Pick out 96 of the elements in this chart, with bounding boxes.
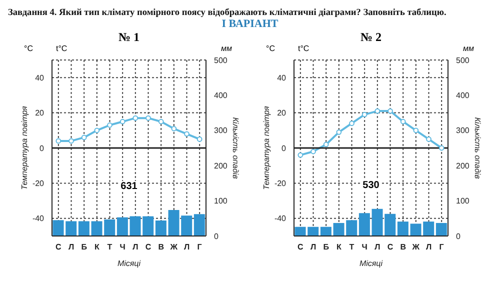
point: [81, 134, 87, 140]
text: мм: [463, 44, 474, 53]
point: [349, 120, 354, 126]
y-axis-title: Температура повітря: [262, 105, 271, 190]
x-tick-label: Г: [197, 242, 202, 252]
x-tick-label: Ж: [169, 242, 178, 252]
y2-tick-label: 0: [214, 232, 219, 241]
x-tick-label: С: [298, 242, 304, 252]
y2-tick-label: 400: [456, 91, 470, 100]
text: Завдання 4. Який тип клімату помірного поясу відображають кліматичні діаграми? Заповніть таблицю.: [8, 8, 448, 18]
point: [158, 118, 164, 124]
x-tick-label: С: [387, 242, 394, 252]
x-tick-label: Ж: [411, 242, 420, 252]
bar: [78, 221, 90, 236]
x-tick-label: Л: [426, 242, 432, 252]
chart-title: № 1: [117, 30, 141, 44]
point: [120, 118, 126, 124]
point: [413, 128, 419, 134]
x-tick-label: Л: [184, 242, 190, 252]
annotation: 530: [360, 180, 382, 191]
x-tick-label: Л: [68, 242, 74, 252]
point: [94, 128, 100, 134]
y-tick-label: -40: [274, 214, 287, 224]
bar: [358, 213, 370, 236]
text: °C: [24, 44, 33, 53]
bar: [320, 226, 332, 236]
x-tick-label: Л: [310, 242, 316, 252]
point: [107, 122, 112, 128]
x-tick-label: Ч: [120, 242, 126, 252]
y-tick-label: -40: [32, 214, 45, 224]
y2-axis-title: Кількість опадів: [231, 117, 240, 179]
y-tick-label: 0: [282, 144, 287, 153]
y-tick-label: -20: [32, 179, 45, 188]
point: [171, 126, 177, 132]
bar: [397, 222, 408, 236]
x-tick-label: Б: [81, 242, 88, 252]
point: [196, 136, 202, 142]
text: І ВАРІАНТ: [220, 18, 280, 30]
y2-axis-title: Кількість опадів: [473, 117, 482, 179]
y-tick-label: 40: [277, 73, 287, 82]
x-tick-label: Л: [132, 242, 139, 252]
y-tick-label: -20: [274, 179, 287, 188]
y-tick-label: 40: [35, 73, 45, 82]
point: [362, 112, 368, 118]
x-tick-label: Л: [374, 242, 381, 252]
y2-tick-label: 500: [456, 56, 470, 65]
point: [146, 115, 151, 121]
x-tick-label: Ч: [362, 242, 368, 252]
y-axis-title: Температура повітря: [20, 105, 29, 190]
y2-tick-label: 200: [456, 161, 470, 170]
annotation: 631: [118, 180, 140, 192]
x-axis-title: Місяці: [117, 259, 141, 268]
point: [68, 138, 74, 144]
y-tick-label: 20: [35, 108, 45, 118]
point: [132, 115, 138, 121]
text: °C: [266, 44, 275, 53]
point: [374, 108, 380, 114]
point: [426, 136, 432, 142]
point: [388, 108, 393, 114]
point: [310, 148, 316, 154]
x-tick-label: Б: [323, 242, 330, 252]
chart-title: № 2: [359, 30, 383, 44]
x-tick-label: В: [400, 242, 406, 252]
point: [400, 118, 406, 124]
bar: [194, 214, 205, 236]
y2-tick-label: 200: [214, 161, 228, 170]
bar: [155, 220, 166, 236]
y2-tick-label: 500: [214, 56, 228, 65]
y2-tick-label: 100: [214, 196, 228, 206]
x-tick-label: Т: [349, 242, 354, 252]
y2-tick-label: 400: [214, 91, 228, 100]
x-axis-title: Місяці: [359, 259, 383, 268]
y-tick-label: 0: [40, 144, 45, 153]
bar: [116, 217, 128, 236]
bar: [436, 222, 447, 236]
y2-tick-label: 300: [456, 126, 470, 136]
point: [323, 142, 329, 148]
point: [56, 138, 62, 144]
x-tick-label: С: [56, 242, 62, 252]
y-tick-label: 20: [277, 108, 287, 118]
point: [438, 145, 444, 151]
x-tick-label: К: [94, 242, 100, 252]
y2-tick-label: 100: [456, 196, 470, 206]
x-tick-label: В: [158, 242, 164, 252]
text: t°C: [56, 44, 68, 53]
y2-tick-label: 0: [456, 232, 461, 241]
x-tick-label: К: [336, 242, 342, 252]
point: [184, 131, 190, 137]
text: мм: [221, 44, 232, 53]
point: [336, 129, 342, 135]
x-tick-label: С: [145, 242, 152, 252]
text: t°C: [298, 44, 310, 53]
point: [298, 152, 304, 158]
x-tick-label: Т: [107, 242, 112, 252]
x-tick-label: Г: [439, 242, 444, 252]
y2-tick-label: 300: [214, 126, 228, 136]
